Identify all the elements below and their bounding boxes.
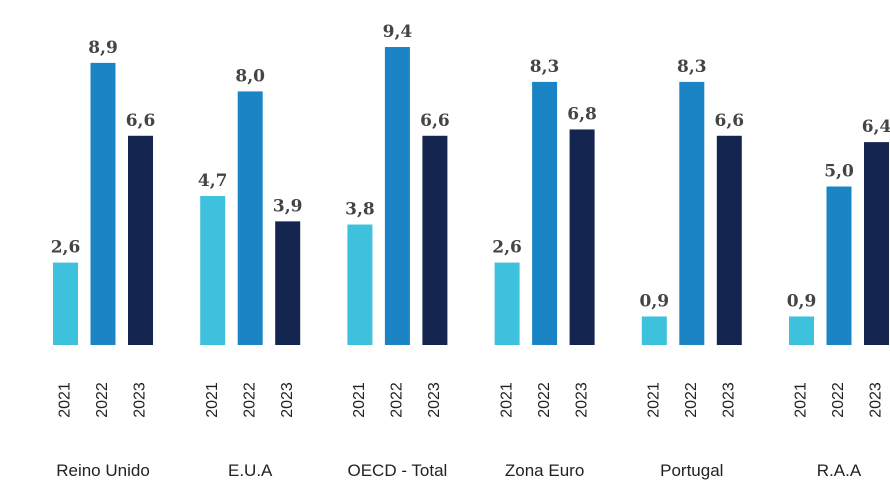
year-label: 2023 [426, 382, 443, 418]
category-label: E.U.A [228, 461, 273, 480]
year-label: 2021 [204, 382, 221, 418]
bar [494, 262, 520, 345]
bar [864, 142, 889, 345]
year-label: 2021 [351, 382, 368, 418]
year-label: 2022 [830, 382, 847, 418]
value-label: 8,9 [88, 38, 118, 58]
year-label: 2022 [683, 382, 700, 418]
category-label: Portugal [660, 461, 723, 480]
bar [128, 135, 153, 345]
year-label: 2021 [793, 382, 810, 418]
category-label: Reino Unido [56, 461, 150, 480]
bar [347, 224, 373, 345]
value-label: 8,3 [530, 57, 560, 77]
value-label: 3,8 [345, 200, 375, 220]
value-label: 2,6 [51, 238, 81, 258]
bar [789, 316, 814, 345]
year-label: 2022 [241, 382, 258, 418]
bar [826, 186, 852, 345]
value-label: 6,8 [567, 104, 597, 124]
bar [53, 262, 78, 345]
bar [384, 47, 410, 346]
year-label: 2023 [868, 382, 885, 418]
value-label: 0,9 [640, 291, 670, 311]
year-label: 2023 [279, 382, 296, 418]
value-label: 3,9 [273, 196, 303, 216]
bar [532, 81, 558, 345]
bar [641, 316, 667, 345]
value-label: 6,6 [420, 111, 450, 131]
year-label: 2023 [132, 382, 149, 418]
bar [716, 135, 742, 345]
year-label: 2021 [498, 382, 515, 418]
year-label: 2023 [721, 382, 738, 418]
category-label: R.A.A [817, 461, 862, 480]
year-label: 2022 [536, 382, 553, 418]
value-label: 8,0 [235, 66, 265, 86]
bar [200, 196, 226, 345]
value-label: 8,3 [677, 57, 707, 77]
year-label: 2022 [389, 382, 406, 418]
bar [90, 62, 116, 346]
year-label: 2022 [94, 382, 111, 418]
value-label: 9,4 [383, 22, 413, 42]
value-label: 6,6 [126, 111, 156, 131]
year-label: 2021 [57, 382, 74, 418]
bar [422, 135, 448, 345]
value-label: 6,6 [715, 111, 745, 131]
bar [569, 129, 595, 345]
bar [679, 81, 705, 345]
category-label: Zona Euro [505, 461, 584, 480]
value-label: 6,4 [862, 117, 890, 137]
value-label: 0,9 [787, 291, 817, 311]
value-label: 2,6 [492, 238, 522, 258]
category-label: OECD - Total [347, 461, 447, 480]
value-label: 4,7 [198, 171, 228, 191]
bar [275, 221, 301, 345]
value-label: 5,0 [824, 162, 854, 182]
year-label: 2023 [573, 382, 590, 418]
year-label: 2021 [646, 382, 663, 418]
bar [237, 91, 263, 346]
